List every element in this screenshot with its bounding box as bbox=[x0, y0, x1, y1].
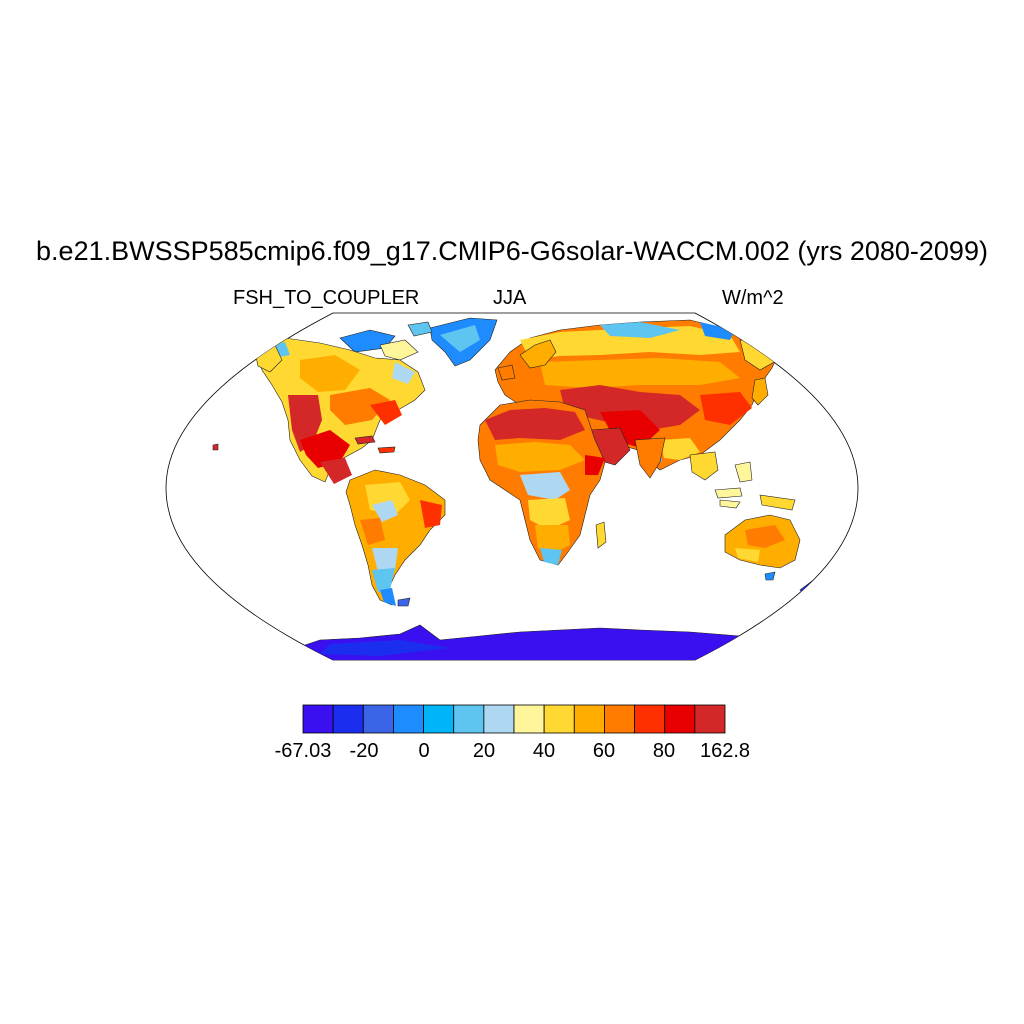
colorbar-swatch-8 bbox=[543, 704, 575, 734]
colorbar-swatch-1 bbox=[332, 704, 364, 734]
colorbar-label-2: 0 bbox=[418, 740, 430, 762]
colorbar-swatch-11 bbox=[634, 704, 666, 734]
colorbar-swatch-2 bbox=[362, 704, 394, 734]
colorbar-label-0: -67.03 bbox=[274, 740, 332, 762]
colorbar-label-6: 80 bbox=[652, 740, 676, 762]
colorbar bbox=[302, 704, 726, 734]
colorbar-label-7: 162.8 bbox=[699, 740, 751, 762]
colorbar-swatch-0 bbox=[302, 704, 334, 734]
colorbar-swatch-6 bbox=[483, 704, 515, 734]
units-label: W/m^2 bbox=[722, 287, 784, 309]
colorbar-swatch-7 bbox=[513, 704, 545, 734]
variable-label: FSH_TO_COUPLER bbox=[233, 287, 420, 309]
colorbar-swatch-4 bbox=[423, 704, 455, 734]
colorbar-label-5: 60 bbox=[592, 740, 616, 762]
season-label: JJA bbox=[493, 287, 527, 309]
colorbar-label-4: 40 bbox=[532, 740, 556, 762]
colorbar-swatch-9 bbox=[573, 704, 605, 734]
colorbar-label-1: -20 bbox=[349, 740, 379, 762]
colorbar-swatch-12 bbox=[664, 704, 696, 734]
colorbar-swatch-5 bbox=[453, 704, 485, 734]
colorbar-swatch-3 bbox=[393, 704, 424, 734]
colorbar-swatch-10 bbox=[604, 704, 635, 734]
colorbar-swatch-13 bbox=[694, 704, 726, 734]
plot-title: b.e21.BWSSP585cmip6.f09_g17.CMIP6-G6sola… bbox=[36, 236, 988, 266]
colorbar-label-3: 20 bbox=[472, 740, 496, 762]
